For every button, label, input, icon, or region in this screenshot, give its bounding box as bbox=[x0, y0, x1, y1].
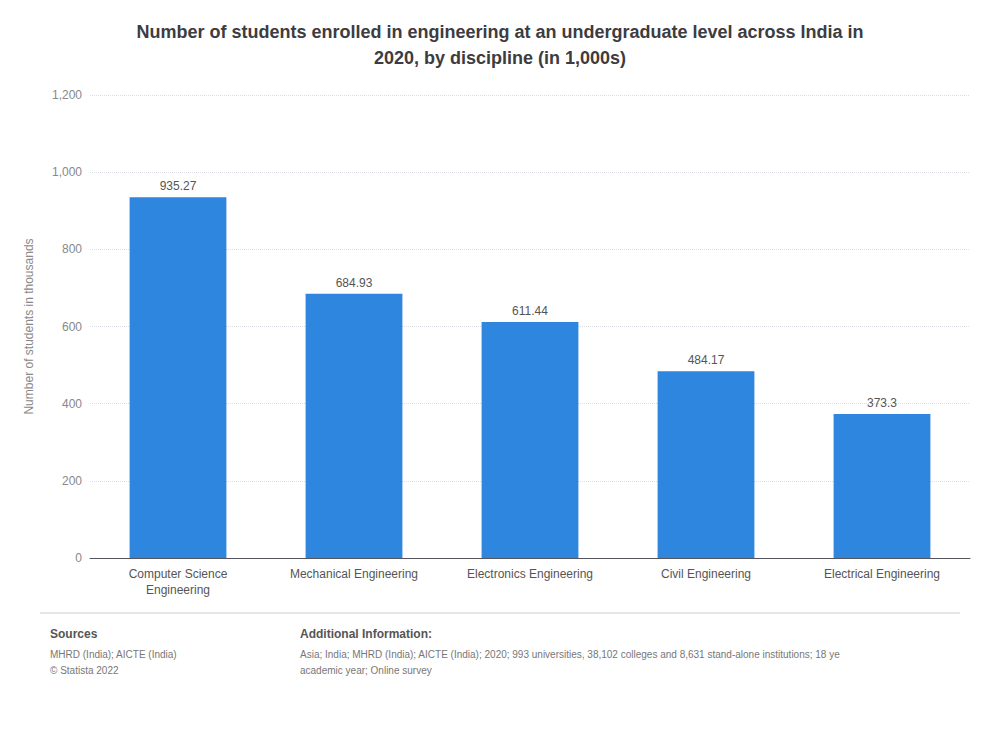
svg-text:Engineering: Engineering bbox=[146, 583, 210, 597]
svg-text:Mechanical Engineering: Mechanical Engineering bbox=[290, 567, 418, 581]
svg-text:© Statista 2022: © Statista 2022 bbox=[50, 665, 119, 676]
svg-text:0: 0 bbox=[75, 551, 82, 565]
svg-text:academic year; Online survey: academic year; Online survey bbox=[300, 665, 432, 676]
svg-text:600: 600 bbox=[62, 320, 82, 334]
svg-text:800: 800 bbox=[62, 242, 82, 256]
svg-text:935.27: 935.27 bbox=[160, 179, 197, 193]
svg-text:1,200: 1,200 bbox=[52, 88, 82, 102]
svg-text:684.93: 684.93 bbox=[336, 276, 373, 290]
svg-text:1,000: 1,000 bbox=[52, 165, 82, 179]
svg-text:Sources: Sources bbox=[50, 627, 98, 641]
svg-text:2020, by discipline (in 1,000s: 2020, by discipline (in 1,000s) bbox=[374, 48, 626, 68]
svg-text:Number of students in thousand: Number of students in thousands bbox=[22, 238, 36, 414]
svg-text:400: 400 bbox=[62, 397, 82, 411]
svg-text:200: 200 bbox=[62, 474, 82, 488]
svg-text:Electronics Engineering: Electronics Engineering bbox=[467, 567, 593, 581]
svg-text:MHRD (India); AICTE (India): MHRD (India); AICTE (India) bbox=[50, 649, 177, 660]
svg-text:611.44: 611.44 bbox=[512, 304, 548, 318]
svg-text:484.17: 484.17 bbox=[688, 353, 725, 367]
svg-text:373.3: 373.3 bbox=[867, 396, 897, 410]
svg-text:Asia; India; MHRD (India); AIC: Asia; India; MHRD (India); AICTE (India)… bbox=[300, 649, 840, 660]
svg-text:Electrical Engineering: Electrical Engineering bbox=[824, 567, 940, 581]
svg-text:Civil Engineering: Civil Engineering bbox=[661, 567, 751, 581]
svg-text:Additional Information:: Additional Information: bbox=[300, 627, 432, 641]
svg-text:Computer Science: Computer Science bbox=[129, 567, 228, 581]
svg-text:Number of students enrolled in: Number of students enrolled in engineeri… bbox=[136, 22, 863, 42]
